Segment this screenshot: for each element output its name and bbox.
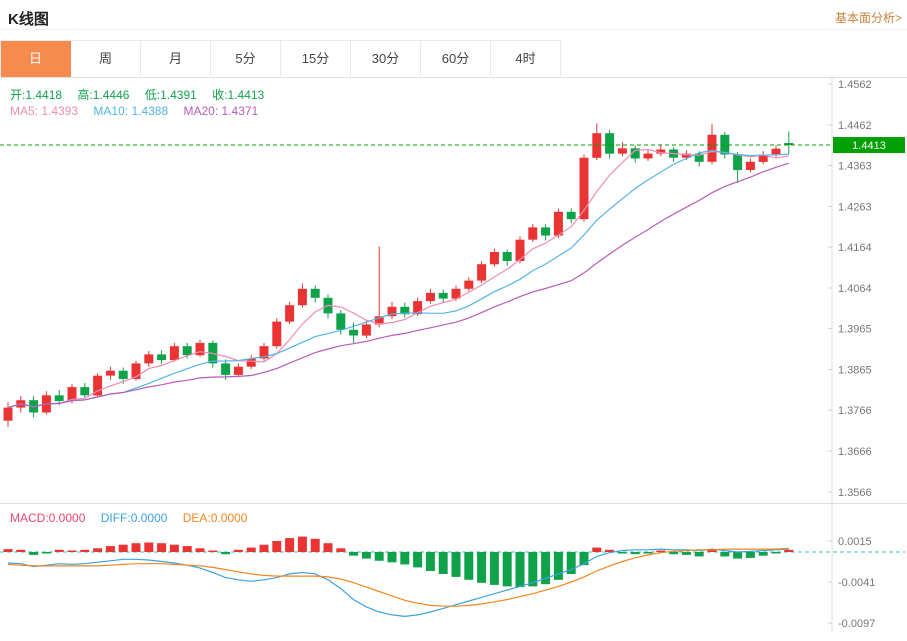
tab-15min[interactable]: 15分 [281,41,351,77]
tab-60min[interactable]: 60分 [421,41,491,77]
svg-text:1.4462: 1.4462 [838,120,872,132]
svg-text:-0.0041: -0.0041 [838,577,875,589]
svg-text:1.4164: 1.4164 [838,242,872,254]
svg-text:1.3965: 1.3965 [838,324,872,336]
fundamental-analysis-link[interactable]: 基本面分析> [834,11,902,25]
svg-text:1.4413: 1.4413 [852,140,886,152]
macd-chart[interactable]: 0.0015 -0.0041 -0.0097 [0,504,907,633]
tab-5min[interactable]: 5分 [211,41,281,77]
svg-text:-0.0097: -0.0097 [838,618,875,630]
svg-text:1.4363: 1.4363 [838,161,872,173]
tab-30min[interactable]: 30分 [351,41,421,77]
page-header: K线图 基本面分析> [0,0,907,30]
svg-text:1.4064: 1.4064 [838,283,872,295]
svg-text:1.4562: 1.4562 [838,79,872,91]
tab-4hour[interactable]: 4时 [491,41,561,77]
main-chart-panel: 1.4562 1.4462 1.4363 1.4263 1.4164 1.4064 1.39… [0,78,907,503]
page-title: K线图 [8,11,49,28]
main-candlestick-chart[interactable]: 1.4562 1.4462 1.4363 1.4263 1.4164 1.4064 1.39… [0,78,907,503]
svg-text:1.4263: 1.4263 [838,201,872,213]
timeframe-tabs: 日 周 月 5分 15分 30分 60分 4时 [0,40,562,77]
timeframe-tab-bar: 日 周 月 5分 15分 30分 60分 4时 [0,40,907,78]
svg-text:1.3865: 1.3865 [838,365,872,377]
svg-text:1.3566: 1.3566 [838,487,872,499]
svg-text:0.0015: 0.0015 [838,536,872,548]
svg-text:1.3666: 1.3666 [838,446,872,458]
svg-text:1.3766: 1.3766 [838,405,872,417]
tab-week[interactable]: 周 [71,41,141,77]
macd-panel: 0.0015 -0.0041 -0.0097 MACD:0.0000 DIFF:0.… [0,503,907,633]
tab-month[interactable]: 月 [141,41,211,77]
tab-day[interactable]: 日 [1,41,71,77]
